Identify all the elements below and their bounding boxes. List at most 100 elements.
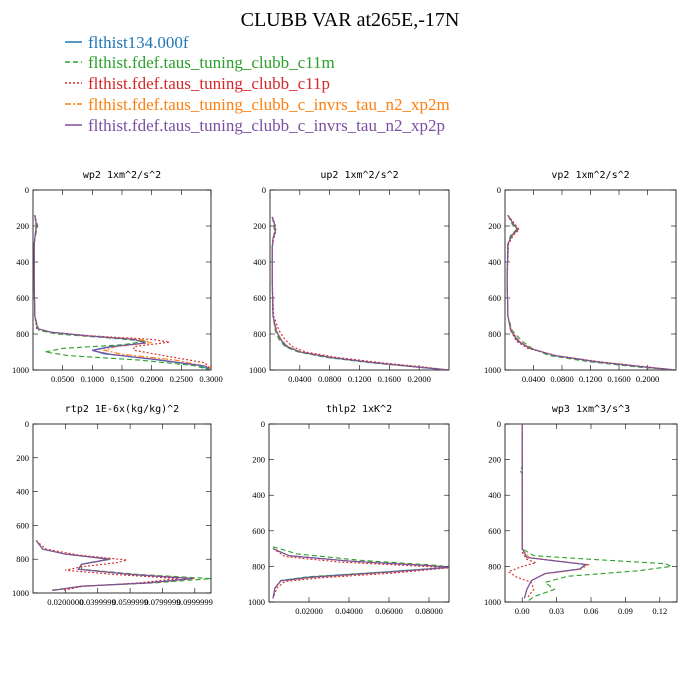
x-tick-label: 0.2000 [636, 374, 659, 384]
y-tick-label: 400 [16, 257, 29, 267]
y-tick-label: 0 [261, 419, 265, 429]
y-tick-label: 600 [16, 520, 29, 530]
series-line [272, 546, 449, 599]
x-tick-label: 0.0399999 [80, 597, 116, 607]
series-line [506, 214, 676, 370]
x-tick-label: 0.02000 [295, 606, 323, 616]
series-line [506, 214, 676, 370]
plot-frame [32, 423, 212, 594]
panel: up2 1xm^2/s^2 0 200 400 600 800 1000 0.0400 0.08… [249, 170, 450, 384]
x-tick-label: 0.06000 [375, 606, 403, 616]
legend-entry: flthist134.000f [65, 33, 189, 52]
x-tick-label: 0.12 [652, 606, 667, 616]
y-tick-label: 200 [488, 455, 501, 465]
series-line [271, 216, 449, 370]
y-tick-label: 400 [16, 487, 29, 497]
y-tick-label: 1000 [484, 597, 501, 607]
series-line [271, 216, 449, 370]
y-tick-label: 600 [16, 293, 29, 303]
x-tick-label: 0.1600 [378, 374, 401, 384]
x-tick-label: 0.2000 [407, 374, 430, 384]
legend-label: flthist.fdef.taus_tuning_clubb_c_invrs_t… [88, 95, 450, 114]
legend-label: flthist134.000f [88, 33, 189, 52]
x-tick-label: 0.1000 [81, 374, 104, 384]
y-tick-label: 800 [16, 554, 29, 564]
x-tick-label: 0.1500 [110, 374, 133, 384]
x-tick-label: 0.09 [618, 606, 633, 616]
x-tick-label: 0.03 [549, 606, 564, 616]
series-line [33, 215, 211, 370]
panel-title: wp2 1xm^2/s^2 [83, 170, 161, 181]
y-tick-label: 0 [25, 185, 29, 195]
x-tick-label: 0.3000 [199, 374, 222, 384]
x-tick-label: 0.0599999 [112, 597, 148, 607]
series-line [33, 215, 211, 370]
x-tick-label: 0.06 [584, 606, 599, 616]
panel-title: vp2 1xm^2/s^2 [551, 170, 629, 181]
x-tick-label: 0.2500 [170, 374, 193, 384]
panel: vp2 1xm^2/s^2 0 200 400 600 800 1000 0.0400 0.08… [484, 170, 677, 384]
y-tick-label: 1000 [248, 597, 265, 607]
figure-title: CLUBB VAR at265E,-17N [241, 9, 460, 31]
panel: wp3 1xm^3/s^3 0 200 400 600 800 1000 0.00 0.03 0.… [484, 404, 678, 616]
x-tick-label: 0.0800 [550, 374, 573, 384]
y-tick-label: 0 [262, 185, 266, 195]
y-tick-label: 1000 [12, 365, 29, 375]
x-tick-label: 0.0400 [522, 374, 545, 384]
legend-entry: flthist.fdef.taus_tuning_clubb_c11m [65, 53, 335, 72]
x-tick-label: 0.08000 [415, 606, 443, 616]
y-tick-label: 0 [497, 185, 501, 195]
y-tick-label: 800 [488, 561, 501, 571]
y-tick-label: 1000 [249, 365, 266, 375]
series-line [272, 548, 449, 599]
legend-label: flthist.fdef.taus_tuning_clubb_c_invrs_t… [88, 116, 445, 135]
panel-title: rtp2 1E-6x(kg/kg)^2 [65, 404, 179, 415]
x-tick-label: 0.1200 [579, 374, 602, 384]
x-tick-label: 0.2000 [140, 374, 163, 384]
y-tick-label: 600 [253, 293, 266, 303]
y-tick-label: 600 [488, 293, 501, 303]
panel-title: thlp2 1xK^2 [326, 404, 392, 415]
plot-frame [504, 423, 678, 603]
x-tick-label: 0.04000 [335, 606, 363, 616]
plot-frame [269, 189, 450, 371]
x-tick-label: 0.0999999 [177, 597, 213, 607]
y-tick-label: 400 [252, 490, 265, 500]
series-line [521, 424, 588, 599]
series-line [271, 216, 449, 370]
y-tick-label: 1000 [12, 588, 29, 598]
legend-entry: flthist.fdef.taus_tuning_clubb_c_invrs_t… [65, 116, 445, 135]
panel-grid: wp2 1xm^2/s^2 0 200 400 600 800 1000 0.0500 0.10… [12, 170, 678, 616]
x-tick-label: 0.0500 [51, 374, 74, 384]
plot-frame [504, 189, 677, 371]
y-tick-label: 200 [488, 221, 501, 231]
y-tick-label: 400 [488, 257, 501, 267]
legend-label: flthist.fdef.taus_tuning_clubb_c11m [88, 53, 335, 72]
series-line [35, 540, 195, 592]
y-tick-label: 200 [16, 453, 29, 463]
x-tick-label: 0.1600 [607, 374, 630, 384]
y-tick-label: 800 [488, 329, 501, 339]
legend-entry: flthist.fdef.taus_tuning_clubb_c11p [65, 74, 330, 93]
series-line [506, 214, 676, 370]
panel: wp2 1xm^2/s^2 0 200 400 600 800 1000 0.0500 0.10… [12, 170, 223, 384]
x-tick-label: 0.00 [515, 606, 530, 616]
series-line [35, 540, 194, 592]
plot-frame [32, 189, 212, 371]
y-tick-label: 400 [253, 257, 266, 267]
series-line [35, 540, 211, 592]
series-line [272, 548, 449, 599]
y-tick-label: 800 [253, 329, 266, 339]
x-tick-label: 0.0200000 [47, 597, 83, 607]
y-tick-label: 1000 [484, 365, 501, 375]
y-tick-label: 600 [488, 526, 501, 536]
series-line [507, 424, 538, 599]
panel: rtp2 1E-6x(kg/kg)^2 0 200 400 600 800 1000 0.02… [12, 404, 213, 607]
series-line [35, 540, 192, 592]
legend: flthist134.000f flthist.fdef.taus_tuning… [65, 33, 450, 135]
series-line [271, 216, 449, 370]
series-line [506, 214, 676, 370]
series-line [33, 215, 211, 370]
series-line [271, 216, 449, 370]
y-tick-label: 600 [252, 526, 265, 536]
